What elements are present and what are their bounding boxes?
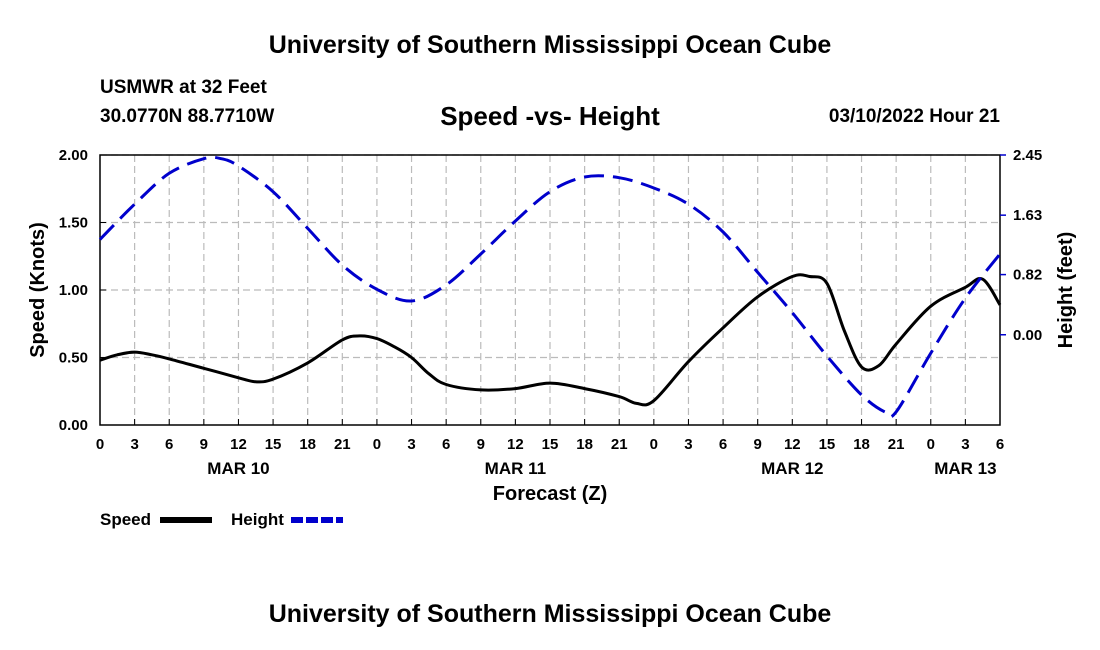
date-label: MAR 12 bbox=[761, 459, 823, 478]
x-tick-label: 3 bbox=[961, 436, 969, 453]
x-tick-label: 21 bbox=[888, 436, 905, 453]
date-label: MAR 13 bbox=[934, 459, 996, 478]
y-tick-label: 1.00 bbox=[59, 282, 88, 299]
y2-tick-label: 0.00 bbox=[1013, 327, 1042, 344]
y2-tick-label: 1.63 bbox=[1013, 207, 1042, 224]
x-tick-label: 18 bbox=[299, 436, 316, 453]
x-tick-label: 12 bbox=[230, 436, 247, 453]
legend-speed-label: Speed bbox=[100, 510, 151, 529]
y2-axis-label: Height (feet) bbox=[1055, 232, 1077, 349]
x-tick-label: 0 bbox=[927, 436, 935, 453]
x-tick-label: 6 bbox=[996, 436, 1004, 453]
x-tick-label: 0 bbox=[650, 436, 658, 453]
x-tick-label: 0 bbox=[96, 436, 104, 453]
x-tick-label: 6 bbox=[719, 436, 727, 453]
speed-series-line bbox=[99, 273, 1002, 407]
date-label: MAR 11 bbox=[485, 459, 546, 478]
x-tick-label: 18 bbox=[576, 436, 593, 453]
x-axis-label: Forecast (Z) bbox=[493, 483, 607, 505]
y-tick-label: 1.50 bbox=[59, 215, 88, 232]
legend: Speed Height bbox=[100, 510, 343, 529]
legend-height-label: Height bbox=[231, 510, 284, 529]
height-series-line bbox=[98, 155, 1002, 419]
x-tick-label: 18 bbox=[853, 436, 870, 453]
forecast-date-hour: 03/10/2022 Hour 21 bbox=[828, 106, 1000, 127]
x-tick-label: 21 bbox=[611, 436, 628, 453]
y-tick-label: 2.00 bbox=[59, 147, 88, 164]
station-label: USMWR at 32 Feet bbox=[100, 77, 267, 98]
main-title: University of Southern Mississippi Ocean… bbox=[268, 31, 832, 59]
series-layer bbox=[98, 155, 1002, 419]
x-tick-label: 9 bbox=[200, 436, 208, 453]
grid-layer bbox=[100, 154, 1000, 425]
x-tick-label: 6 bbox=[165, 436, 173, 453]
x-tick-label: 9 bbox=[754, 436, 762, 453]
y-tick-label: 0.50 bbox=[59, 350, 88, 367]
x-tick-label: 3 bbox=[684, 436, 692, 453]
x-tick-label: 9 bbox=[477, 436, 485, 453]
axes-layer: 0 3 6 9 12 15 18 21 0 3 6 9 12 15 18 21 0 3 6 9 12 15 18 21 0 3 6 0… bbox=[59, 147, 1042, 478]
x-tick-label: 3 bbox=[130, 436, 138, 453]
x-tick-label: 12 bbox=[784, 436, 801, 453]
y-axis-label: Speed (Knots) bbox=[27, 222, 49, 358]
x-tick-label: 3 bbox=[407, 436, 415, 453]
footer-title: University of Southern Mississippi Ocean… bbox=[268, 600, 832, 628]
date-label: MAR 10 bbox=[207, 459, 269, 478]
x-tick-label: 6 bbox=[442, 436, 450, 453]
x-tick-label: 21 bbox=[334, 436, 351, 453]
y2-tick-label: 2.45 bbox=[1013, 147, 1042, 164]
y-tick-label: 0.00 bbox=[59, 417, 88, 434]
x-tick-label: 12 bbox=[507, 436, 524, 453]
x-tick-label: 15 bbox=[542, 436, 559, 453]
x-tick-label: 15 bbox=[265, 436, 282, 453]
x-tick-label: 0 bbox=[373, 436, 381, 453]
y2-tick-label: 0.82 bbox=[1013, 267, 1042, 284]
station-coordinates: 30.0770N 88.7710W bbox=[100, 106, 275, 127]
x-tick-label: 15 bbox=[819, 436, 836, 453]
chart-title: Speed -vs- Height bbox=[440, 101, 660, 131]
